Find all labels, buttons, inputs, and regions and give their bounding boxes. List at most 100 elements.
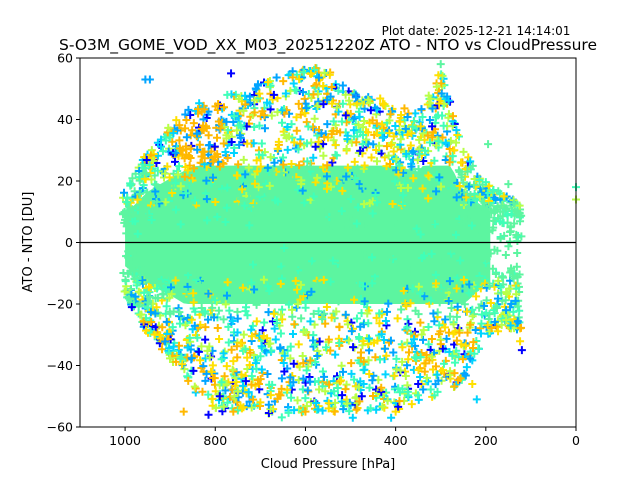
scatter-point [187, 315, 196, 324]
scatter-point [344, 219, 353, 228]
scatter-point [355, 334, 364, 343]
scatter-point [189, 205, 198, 214]
scatter-point [125, 240, 134, 249]
scatter-point [276, 168, 285, 177]
x-tick-label: 600 [294, 433, 318, 448]
scatter-point [346, 173, 355, 182]
scatter-point [383, 179, 392, 188]
scatter-point [227, 137, 236, 146]
scatter-point [235, 140, 244, 149]
scatter-point [505, 237, 514, 246]
scatter-point [416, 318, 425, 327]
scatter-point [496, 207, 505, 216]
scatter-point [333, 245, 342, 254]
scatter-point [176, 209, 185, 218]
scatter-point [515, 201, 524, 210]
scatter-point [264, 339, 273, 348]
scatter-point [366, 106, 375, 115]
scatter-point [151, 220, 160, 229]
scatter-point [294, 375, 303, 384]
scatter-point [353, 253, 362, 262]
scatter-point [286, 354, 295, 363]
scatter-point [506, 321, 515, 330]
scatter-point [436, 340, 445, 349]
scatter-point [249, 395, 258, 404]
scatter-point [162, 302, 171, 311]
scatter-point [324, 404, 333, 413]
scatter-point [356, 353, 365, 362]
scatter-point [215, 335, 224, 344]
scatter-point [239, 155, 248, 164]
scatter-point [245, 360, 254, 369]
scatter-point [484, 140, 493, 149]
scatter-point [314, 73, 323, 82]
scatter-point [208, 394, 217, 403]
scatter-point [459, 198, 468, 207]
scatter-point [310, 320, 319, 329]
scatter-point [513, 317, 522, 326]
scatter-point [496, 282, 505, 291]
scatter-point [322, 184, 331, 193]
scatter-point [225, 306, 234, 315]
scatter-point [486, 298, 495, 307]
scatter-point [428, 122, 437, 131]
scatter-point [391, 407, 400, 416]
scatter-point [398, 200, 407, 209]
scatter-point [289, 359, 298, 368]
scatter-point [280, 351, 289, 360]
scatter-point [445, 328, 454, 337]
scatter-point [165, 229, 174, 238]
scatter-point [323, 95, 332, 104]
scatter-point [328, 99, 337, 108]
scatter-point [322, 303, 331, 312]
scatter-point [239, 330, 248, 339]
scatter-point [120, 208, 129, 217]
scatter-point [403, 391, 412, 400]
scatter-point [287, 160, 296, 169]
scatter-point [452, 138, 461, 147]
scatter-point [139, 169, 148, 178]
scatter-point [127, 225, 136, 234]
scatter-point [336, 128, 345, 137]
scatter-point [448, 245, 457, 254]
scatter-point [220, 103, 229, 112]
scatter-point [315, 292, 324, 301]
scatter-point [146, 308, 155, 317]
scatter-point [266, 404, 275, 413]
scatter-point [241, 345, 250, 354]
scatter-point [160, 225, 169, 234]
scatter-point [499, 192, 508, 201]
scatter-point [327, 130, 336, 139]
scatter-point [232, 126, 241, 135]
scatter-point [425, 138, 434, 147]
scatter-point [459, 266, 468, 275]
scatter-point [432, 82, 441, 91]
x-tick-label: 800 [203, 433, 227, 448]
scatter-point [395, 397, 404, 406]
scatter-point [256, 162, 265, 171]
scatter-point [185, 333, 194, 342]
scatter-point [153, 151, 162, 160]
scatter-point [409, 147, 418, 156]
scatter-point [392, 218, 401, 227]
scatter-point [194, 347, 203, 356]
scatter-point [339, 405, 348, 414]
scatter-point [264, 308, 273, 317]
scatter-point [452, 312, 461, 321]
scatter-point [430, 317, 439, 326]
scatter-point [468, 305, 477, 314]
scatter-point [350, 375, 359, 384]
scatter-point [454, 353, 463, 362]
scatter-point [143, 298, 152, 307]
scatter-point [350, 295, 359, 304]
scatter-point [508, 272, 517, 281]
scatter-point [204, 141, 213, 150]
scatter-point [276, 329, 285, 338]
scatter-point [444, 113, 453, 122]
scatter-point [229, 149, 238, 158]
scatter-point [345, 96, 354, 105]
scatter-point [189, 164, 198, 173]
scatter-point [506, 223, 515, 232]
scatter-point [424, 171, 433, 180]
scatter-point [175, 319, 184, 328]
